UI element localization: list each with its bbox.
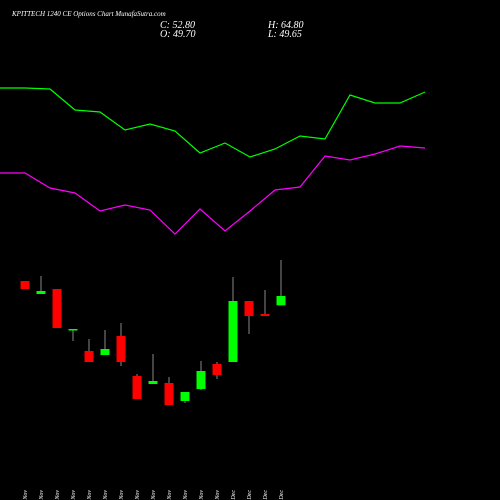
candle-body	[36, 290, 46, 294]
candle-body	[244, 301, 254, 317]
x-tick-label: 13 Nov	[39, 490, 45, 500]
candle-body	[116, 335, 126, 363]
candle-body	[180, 392, 190, 402]
x-tick-label: 27 Nov	[199, 490, 205, 500]
candle-body	[276, 296, 286, 306]
candle-body	[164, 383, 174, 405]
stat-close: C: 52.80	[160, 20, 195, 31]
candle-body	[228, 301, 238, 363]
candle-body	[132, 376, 142, 399]
x-tick-label: 01 Dec	[231, 490, 237, 500]
stat-high: H: 64.80	[267, 20, 304, 31]
candle-body	[20, 281, 30, 290]
candle-body	[52, 289, 62, 329]
x-tick-label: 25 Nov	[167, 490, 173, 500]
x-tick-label: 02 Dec	[247, 490, 253, 500]
indicator-line	[0, 87, 426, 158]
candle-body	[148, 380, 158, 384]
candle-body	[260, 314, 270, 317]
x-tick-label: 18 Nov	[87, 490, 93, 500]
x-tick-label: 17 Nov	[71, 490, 77, 500]
x-tick-label: 14 Nov	[54, 490, 61, 500]
x-tick-label: 24 Nov	[150, 490, 157, 500]
x-tick-label: 19 Nov	[103, 490, 109, 500]
candle-body	[68, 329, 78, 331]
candle-body	[196, 371, 206, 390]
x-tick-label: 26 Nov	[183, 490, 189, 500]
candle-body	[212, 364, 222, 375]
x-tick-label: 20 Nov	[119, 490, 125, 500]
candle-body	[84, 350, 94, 363]
x-tick-label: 21 Nov	[135, 490, 141, 500]
candle-body	[100, 349, 110, 356]
x-tick-label: 12 Nov	[23, 490, 29, 500]
x-tick-label: 04 Dec	[278, 490, 285, 500]
stat-open: O: 49.70	[160, 29, 196, 40]
chart-title: KPITTECH 1240 CE Options Chart MunafaSut…	[11, 10, 166, 18]
stat-low: L: 49.65	[267, 29, 302, 40]
x-tick-label: 03 Dec	[263, 490, 269, 500]
x-tick-label: 28 Nov	[215, 490, 221, 500]
indicator-line	[0, 145, 426, 235]
